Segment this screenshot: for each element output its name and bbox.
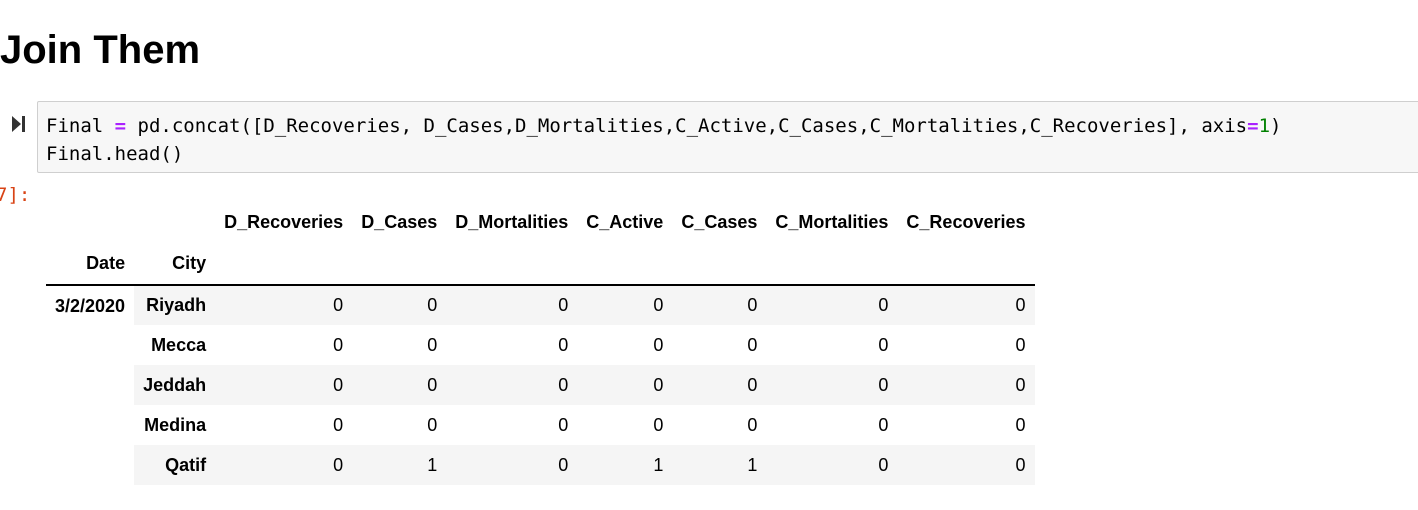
city-index-cell: Qatif [134, 445, 216, 485]
table-cell: 0 [897, 445, 1035, 485]
table-cell: 0 [766, 445, 898, 485]
table-cell: 0 [766, 285, 898, 325]
index-name-date: Date [46, 242, 135, 286]
table-cell: 0 [577, 285, 673, 325]
column-header: C_Active [586, 211, 664, 232]
table-cell: 1 [577, 445, 673, 485]
index-name-city: City [134, 242, 216, 286]
table-cell: 0 [352, 405, 447, 445]
table-cell: 0 [766, 325, 898, 365]
header-blank [46, 202, 134, 242]
table-cell: 0 [672, 325, 767, 365]
city-index-cell: Jeddah [134, 365, 216, 405]
city-index-cell: Mecca [134, 325, 216, 365]
header-blank [134, 202, 215, 242]
table-cell: 0 [577, 325, 673, 365]
city-index-cell: Riyadh [134, 285, 216, 325]
table-cell: 0 [446, 365, 578, 405]
table-cell: 0 [215, 445, 353, 485]
table-cell: 0 [672, 365, 767, 405]
column-header: C_Recoveries [906, 211, 1026, 232]
column-header: D_Recoveries [224, 211, 344, 232]
table-cell: 1 [672, 445, 767, 485]
date-index-cell: 3/2/2020 [46, 285, 135, 485]
table-cell: 0 [577, 405, 673, 445]
column-header: C_Cases [681, 211, 758, 232]
table-cell: 0 [897, 325, 1035, 365]
table-cell: 1 [352, 445, 447, 485]
table-cell: 0 [446, 325, 578, 365]
table-cell: 0 [446, 445, 578, 485]
table-cell: 0 [215, 325, 353, 365]
table-cell: 0 [215, 285, 353, 325]
table-row: Qatif 0 1 0 1 1 0 0 [46, 445, 1035, 485]
run-cell-icon[interactable] [10, 113, 28, 135]
code-line-2: Final.head() [46, 143, 184, 165]
table-cell: 0 [215, 365, 353, 405]
code-line-1: Final = pd.concat([D_Recoveries, D_Cases… [46, 115, 1282, 137]
table-cell: 0 [215, 405, 353, 445]
code-cell-input[interactable]: Final = pd.concat([D_Recoveries, D_Cases… [37, 101, 1418, 173]
table-cell: 0 [577, 365, 673, 405]
table-cell: 0 [352, 365, 447, 405]
table-row: Medina 0 0 0 0 0 0 0 [46, 405, 1035, 445]
table-cell: 0 [897, 405, 1035, 445]
table-cell: 0 [897, 365, 1035, 405]
column-header: D_Mortalities [455, 211, 569, 232]
table-row: Mecca 0 0 0 0 0 0 0 [46, 325, 1035, 365]
table-cell: 0 [897, 285, 1035, 325]
index-name-row: Date City [46, 242, 1035, 286]
table-row: 3/2/2020 Riyadh 0 0 0 0 0 0 0 [46, 285, 1035, 485]
city-index-cell: Medina [134, 405, 216, 445]
column-header-row: D_Recoveries D_Cases D_Mortalities C_Act… [46, 202, 1035, 242]
table-cell: 0 [766, 405, 898, 445]
section-heading: Join Them [0, 28, 201, 72]
column-header: D_Cases [361, 211, 438, 232]
table-row: Jeddah 0 0 0 0 0 0 0 [46, 365, 1035, 405]
table-cell: 0 [352, 325, 447, 365]
output-prompt: 7]: [0, 184, 31, 206]
column-header: C_Mortalities [775, 211, 889, 232]
table-cell: 0 [672, 405, 767, 445]
dataframe-table: D_Recoveries D_Cases D_Mortalities C_Act… [46, 202, 1035, 485]
table-cell: 0 [672, 285, 767, 325]
table-cell: 0 [352, 285, 447, 325]
table-cell: 0 [766, 365, 898, 405]
table-cell: 0 [446, 405, 578, 445]
table-cell: 0 [446, 285, 578, 325]
